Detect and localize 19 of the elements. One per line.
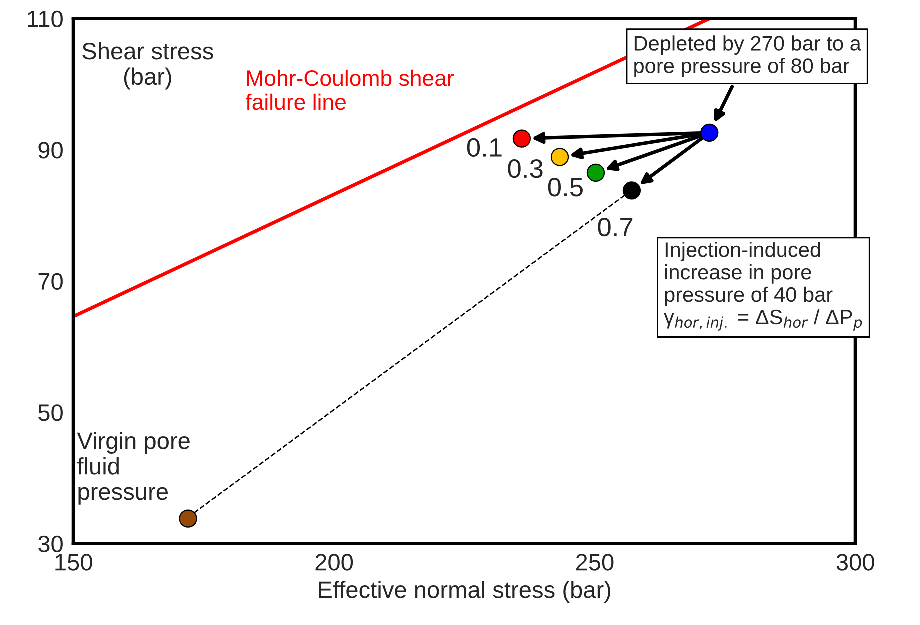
text: Injection-induced increase in pore pressure of 40 bar γ$_{hor,inj.}$ = ΔS$_{hor}$ / ΔP$_{p}$ (664, 242, 862, 331)
y-tick-label: 90 (38, 142, 63, 159)
x-axis-title: Effective normal stress (bar) (319, 581, 611, 604)
y-tick-label: 30 (38, 536, 63, 553)
annotation: 0.5 (548, 178, 583, 197)
x-tick-label: 150 (56, 554, 92, 571)
y-axis-title: Shear stress (bar) (82, 42, 214, 90)
annotation: Virgin pore fluid pressure (77, 432, 190, 505)
y-tick-label: 110 (28, 10, 63, 28)
y-tick-label: 50 (38, 404, 63, 422)
x-tick-label: 200 (316, 554, 354, 571)
annotation: Mohr-Coulomb shear failure line (246, 70, 454, 110)
annotation: 0.3 (508, 160, 543, 178)
annotation: Depleted by 270 bar to a pore pressure of 80 bar (634, 36, 862, 78)
y-tick-label: 70 (38, 273, 63, 290)
x-tick-label: 250 (576, 554, 614, 571)
annotation: 0.1 (467, 138, 502, 158)
annotation: 0.7 (598, 218, 633, 237)
x-tick-label: 300 (836, 554, 874, 571)
